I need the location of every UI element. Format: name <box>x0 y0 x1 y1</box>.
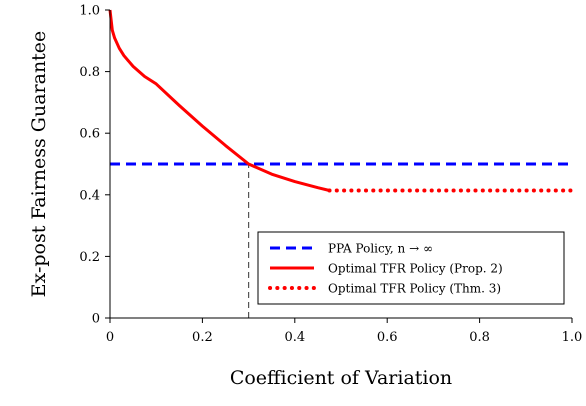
legend-label-2: Optimal TFR Policy (Thm. 3) <box>328 282 501 296</box>
tick-labels: 0 0.2 0.4 0.6 0.8 1.0 0 0.2 0.4 0.6 0.8 1.0 <box>79 4 582 346</box>
y-tick-label: 1.0 <box>79 4 100 19</box>
x-tick-label: 0.2 <box>192 330 213 345</box>
plot-marks <box>108 9 574 318</box>
legend-label-0: PPA Policy, n → ∞ <box>328 242 433 256</box>
y-tick-label: 0.4 <box>79 188 100 203</box>
x-tick-label: 0.8 <box>469 330 490 345</box>
y-tick-label: 0.6 <box>79 127 100 142</box>
legend-label-1: Optimal TFR Policy (Prop. 2) <box>328 262 503 276</box>
y-tick-label: 0.8 <box>79 65 100 80</box>
y-tick-label: 0.2 <box>79 250 100 265</box>
series-line-1 <box>108 9 330 192</box>
x-axis-label: Coefficient of Variation <box>230 367 452 389</box>
x-tick-label: 0 <box>106 330 114 345</box>
x-tick-label: 0.4 <box>284 330 305 345</box>
x-tick-label: 1.0 <box>562 330 583 345</box>
legend: PPA Policy, n → ∞ Optimal TFR Policy (Pro… <box>257 231 565 305</box>
axes <box>105 9 573 323</box>
y-axis-label: Ex-post Fairness Guarantee <box>28 31 50 298</box>
x-tick-label: 0.6 <box>377 330 398 345</box>
y-tick-label: 0 <box>92 312 100 327</box>
